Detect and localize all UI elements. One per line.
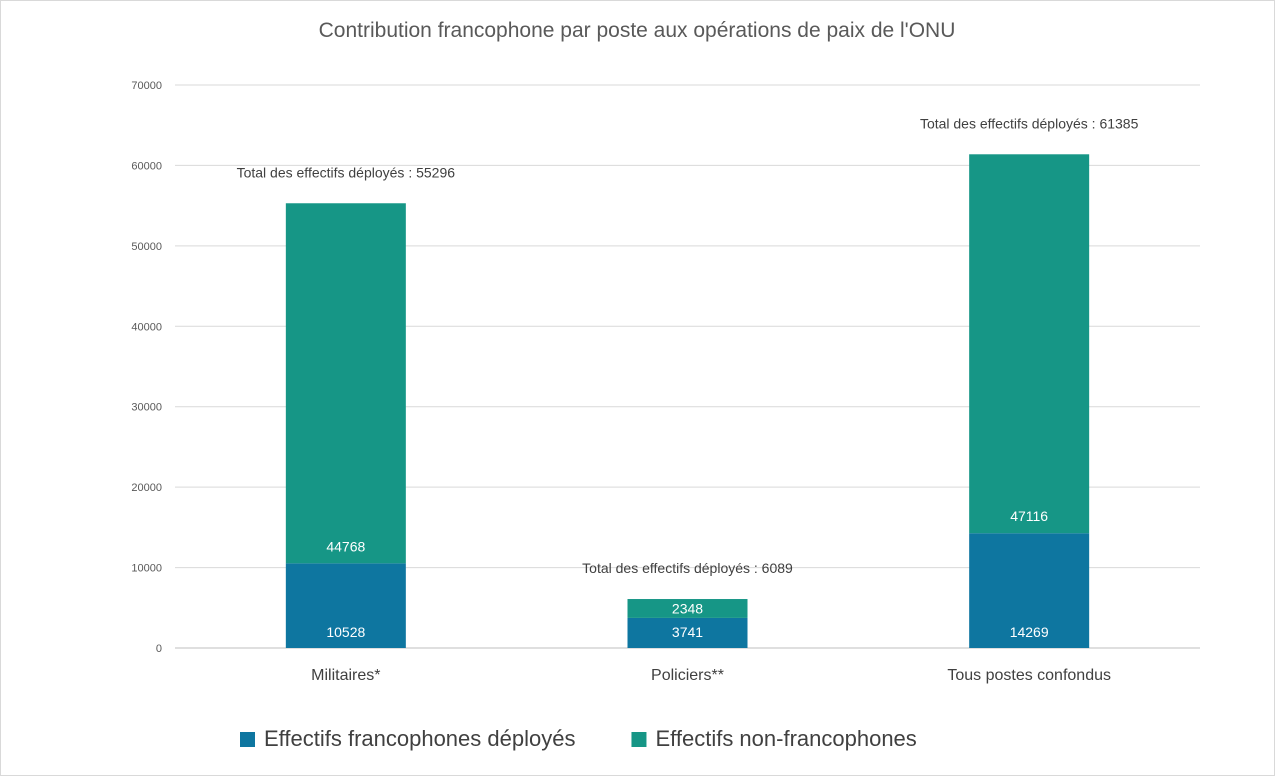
bar-value-label: 47116 [1010, 508, 1048, 524]
bar-segment [627, 617, 748, 648]
bar-value-label: 10528 [326, 624, 365, 640]
x-category-label: Tous postes confondus [947, 667, 1111, 684]
y-tick-label: 10000 [131, 563, 162, 575]
bar-total-label: Total des effectifs déployés : 61385 [920, 115, 1139, 131]
legend-swatch [240, 732, 255, 747]
data-labels: 10528 44768 Total des effectifs déployés :… [237, 115, 1139, 640]
bars [285, 154, 1090, 648]
x-axis-categories: Militaires* Policiers** Tous postes confon… [311, 667, 1111, 684]
legend-label: Effectifs francophones déployés [264, 726, 575, 751]
x-category-label: Policiers** [651, 667, 724, 684]
legend-label: Effectifs non-francophones [655, 726, 916, 751]
bar-total-label: Total des effectifs déployés : 6089 [582, 560, 793, 576]
bar-value-label: 14269 [1010, 624, 1049, 640]
y-tick-label: 0 [156, 643, 162, 655]
x-category-label: Militaires* [311, 667, 380, 684]
bar-segment [285, 563, 406, 648]
y-tick-label: 60000 [131, 160, 162, 172]
bar-value-label: 44768 [326, 538, 365, 554]
legend-swatch [631, 732, 647, 747]
y-axis-ticks: 0 10000 20000 30000 40000 50000 60000 70000 [131, 80, 162, 655]
y-tick-label: 20000 [131, 482, 162, 494]
bar-segment [969, 533, 1090, 648]
chart-title: Contribution francophone par poste aux o… [319, 19, 956, 42]
bar-segment [285, 203, 406, 564]
bar-segment [627, 599, 748, 618]
bar-value-label: 3741 [672, 624, 703, 640]
legend: Effectifs francophones déployés Effectifs… [240, 726, 917, 751]
bar-segment [969, 154, 1090, 534]
bar-value-label: 2348 [672, 600, 703, 616]
y-tick-label: 30000 [131, 402, 162, 414]
y-tick-label: 40000 [131, 321, 162, 333]
y-tick-label: 50000 [131, 241, 162, 253]
bar-total-label: Total des effectifs déployés : 55296 [237, 164, 456, 180]
y-tick-label: 70000 [131, 80, 162, 92]
